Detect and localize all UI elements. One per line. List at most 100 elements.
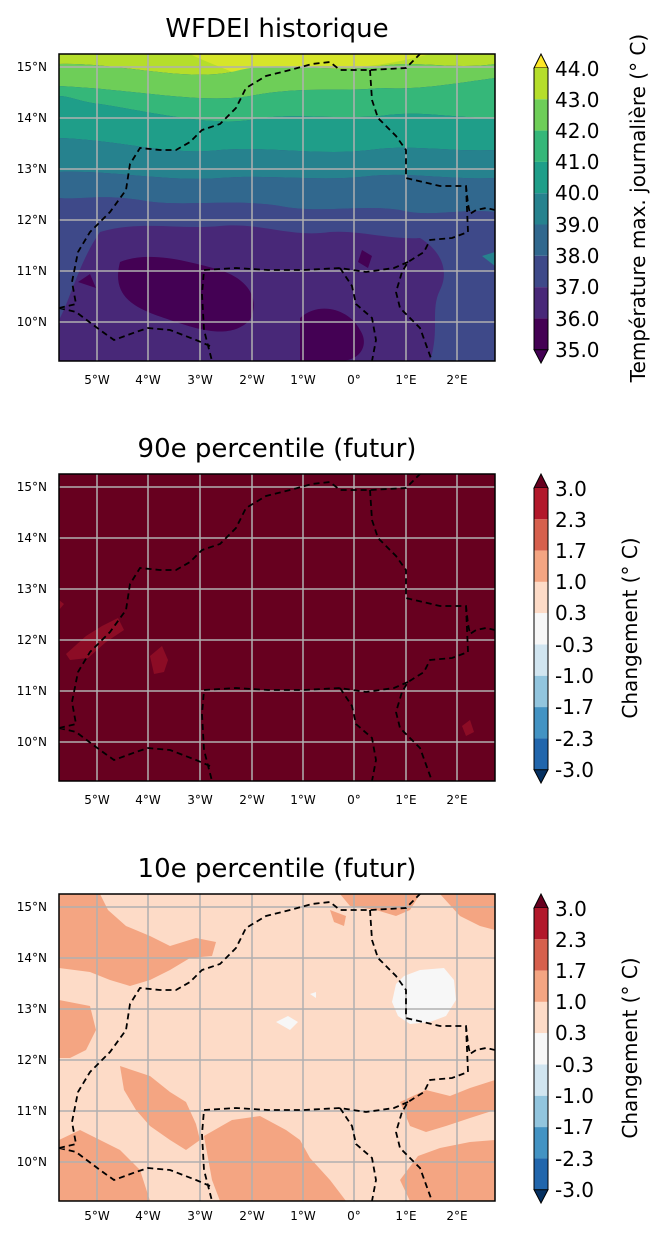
colorbar-label: Changement (° C) (618, 537, 642, 718)
country-border (59, 474, 495, 781)
cb-tick: 35.0 (555, 338, 600, 362)
lon-label: 2°E (446, 1209, 467, 1223)
lon-label: 2°W (239, 793, 265, 807)
colorbar: 3.0 2.3 1.7 1.0 0.3 -0.3 -1.0 -1.7 -2.3 … (533, 472, 642, 785)
cb-tick: 0.3 (555, 1021, 587, 1045)
panel-p10: 10e percentile (futur) (0, 840, 652, 1260)
lat-label: 13°N (17, 582, 47, 596)
cb-tick: 0.3 (555, 601, 587, 625)
cb-tick: -1.0 (555, 664, 594, 688)
lon-label: 3°W (187, 1209, 213, 1223)
lon-labels: 5°W 4°W 3°W 2°W 1°W 0° 1°E 2°E (84, 1209, 467, 1223)
panel-title: 10e percentile (futur) (137, 854, 417, 884)
panel-historical: WFDEI historique (0, 0, 652, 420)
cb-tick: 38.0 (555, 244, 600, 268)
lon-label: 1°W (290, 793, 316, 807)
lat-label: 10°N (17, 1155, 47, 1169)
cb-tick: -0.3 (555, 633, 594, 657)
contour-patch-center-west (150, 646, 168, 674)
cb-tick: 3.0 (555, 897, 587, 921)
cb-tick: 43.0 (555, 88, 600, 112)
lat-label: 11°N (17, 1104, 47, 1118)
panel-title: 90e percentile (futur) (137, 434, 417, 464)
cb-tick: -2.3 (555, 1147, 594, 1171)
cb-tick: 2.3 (555, 508, 587, 532)
lat-label: 15°N (17, 900, 47, 914)
colorbar-label: Changement (° C) (618, 957, 642, 1138)
contour-patch-center (120, 1066, 200, 1150)
map-p90: 15°N 14°N 13°N 12°N 11°N 10°N 5°W 4°W 3°… (17, 472, 642, 807)
lon-label: 1°E (395, 793, 416, 807)
cb-tick: -1.0 (555, 1084, 594, 1108)
lat-label: 15°N (17, 60, 47, 74)
gridlines (59, 894, 495, 1201)
map-background (59, 474, 495, 781)
cb-tick: 44.0 (555, 57, 600, 81)
contour-patch-northwest (59, 894, 216, 986)
cb-tick: 37.0 (555, 275, 600, 299)
cb-tick: 2.3 (555, 928, 587, 952)
lat-label: 10°N (17, 315, 47, 329)
cb-tick: -3.0 (555, 758, 594, 782)
contour-band-37-38 (59, 171, 495, 214)
contour-patch-southwest (59, 1130, 150, 1201)
lon-labels: 5°W 4°W 3°W 2°W 1°W 0° 1°E 2°E (84, 793, 467, 807)
lon-label: 4°W (135, 1209, 161, 1223)
lat-labels: 15°N 14°N 13°N 12°N 11°N 10°N (17, 900, 47, 1169)
lat-label: 15°N (17, 480, 47, 494)
lat-label: 13°N (17, 162, 47, 176)
cb-tick: 39.0 (555, 213, 600, 237)
contour-below-35-west (118, 256, 254, 332)
map-p10: 15°N 14°N 13°N 12°N 11°N 10°N 5°W 4°W 3°… (17, 892, 642, 1223)
contour-band-39-40 (59, 96, 495, 152)
lat-label: 12°N (17, 633, 47, 647)
lat-label: 11°N (17, 684, 47, 698)
cb-tick: 1.0 (555, 990, 587, 1014)
contour-patch-west (59, 1000, 96, 1058)
lon-label: 3°W (187, 793, 213, 807)
lon-label: 3°W (187, 373, 213, 387)
lat-labels: 15°N 14°N 13°N 12°N 11°N 10°N (17, 60, 47, 329)
contour-patch-west (66, 618, 124, 660)
cb-tick: 41.0 (555, 150, 600, 174)
lon-label: 2°W (239, 373, 265, 387)
cb-tick: -1.7 (555, 1115, 594, 1139)
lon-label: 1°E (395, 1209, 416, 1223)
contour-patch-southeast (400, 1140, 495, 1201)
lon-label: 2°W (239, 1209, 265, 1223)
country-border (59, 894, 495, 1201)
lon-label: 1°W (290, 1209, 316, 1223)
cb-tick: 1.0 (555, 570, 587, 594)
cb-tick: 42.0 (555, 119, 600, 143)
lon-label: 0° (347, 373, 361, 387)
cb-tick: -3.0 (555, 1178, 594, 1202)
contour-patch-east (400, 1080, 495, 1132)
map-frame (58, 473, 496, 782)
cb-tick: -0.3 (555, 1053, 594, 1077)
lat-label: 14°N (17, 111, 47, 125)
lat-labels: 15°N 14°N 13°N 12°N 11°N 10°N (17, 480, 47, 749)
gridlines (59, 474, 495, 781)
colorbar: 3.0 2.3 1.7 1.0 0.3 -0.3 -1.0 -1.7 -2.3 … (533, 892, 642, 1205)
contour-patch-north (340, 894, 420, 916)
lon-label: 1°W (290, 373, 316, 387)
country-border (59, 54, 495, 361)
gridlines (59, 54, 495, 361)
lat-label: 12°N (17, 213, 47, 227)
contour-patch-south (204, 1116, 346, 1201)
lat-label: 14°N (17, 531, 47, 545)
contour-band-41-42 (59, 63, 495, 99)
panel-title: WFDEI historique (165, 14, 389, 44)
lon-label: 5°W (84, 793, 110, 807)
lat-label: 12°N (17, 1053, 47, 1067)
lon-labels: 5°W 4°W 3°W 2°W 1°W 0° 1°E 2°E (84, 373, 467, 387)
cb-tick: 40.0 (555, 181, 600, 205)
lon-label: 0° (347, 1209, 361, 1223)
lat-label: 11°N (17, 264, 47, 278)
lat-label: 10°N (17, 735, 47, 749)
cb-tick: 1.7 (555, 539, 587, 563)
map-historical: 15°N 14°N 13°N 12°N 11°N 10°N 5°W 4°W 3°… (17, 34, 650, 387)
lon-label: 2°E (446, 793, 467, 807)
lon-label: 5°W (84, 1209, 110, 1223)
lon-label: 0° (347, 793, 361, 807)
